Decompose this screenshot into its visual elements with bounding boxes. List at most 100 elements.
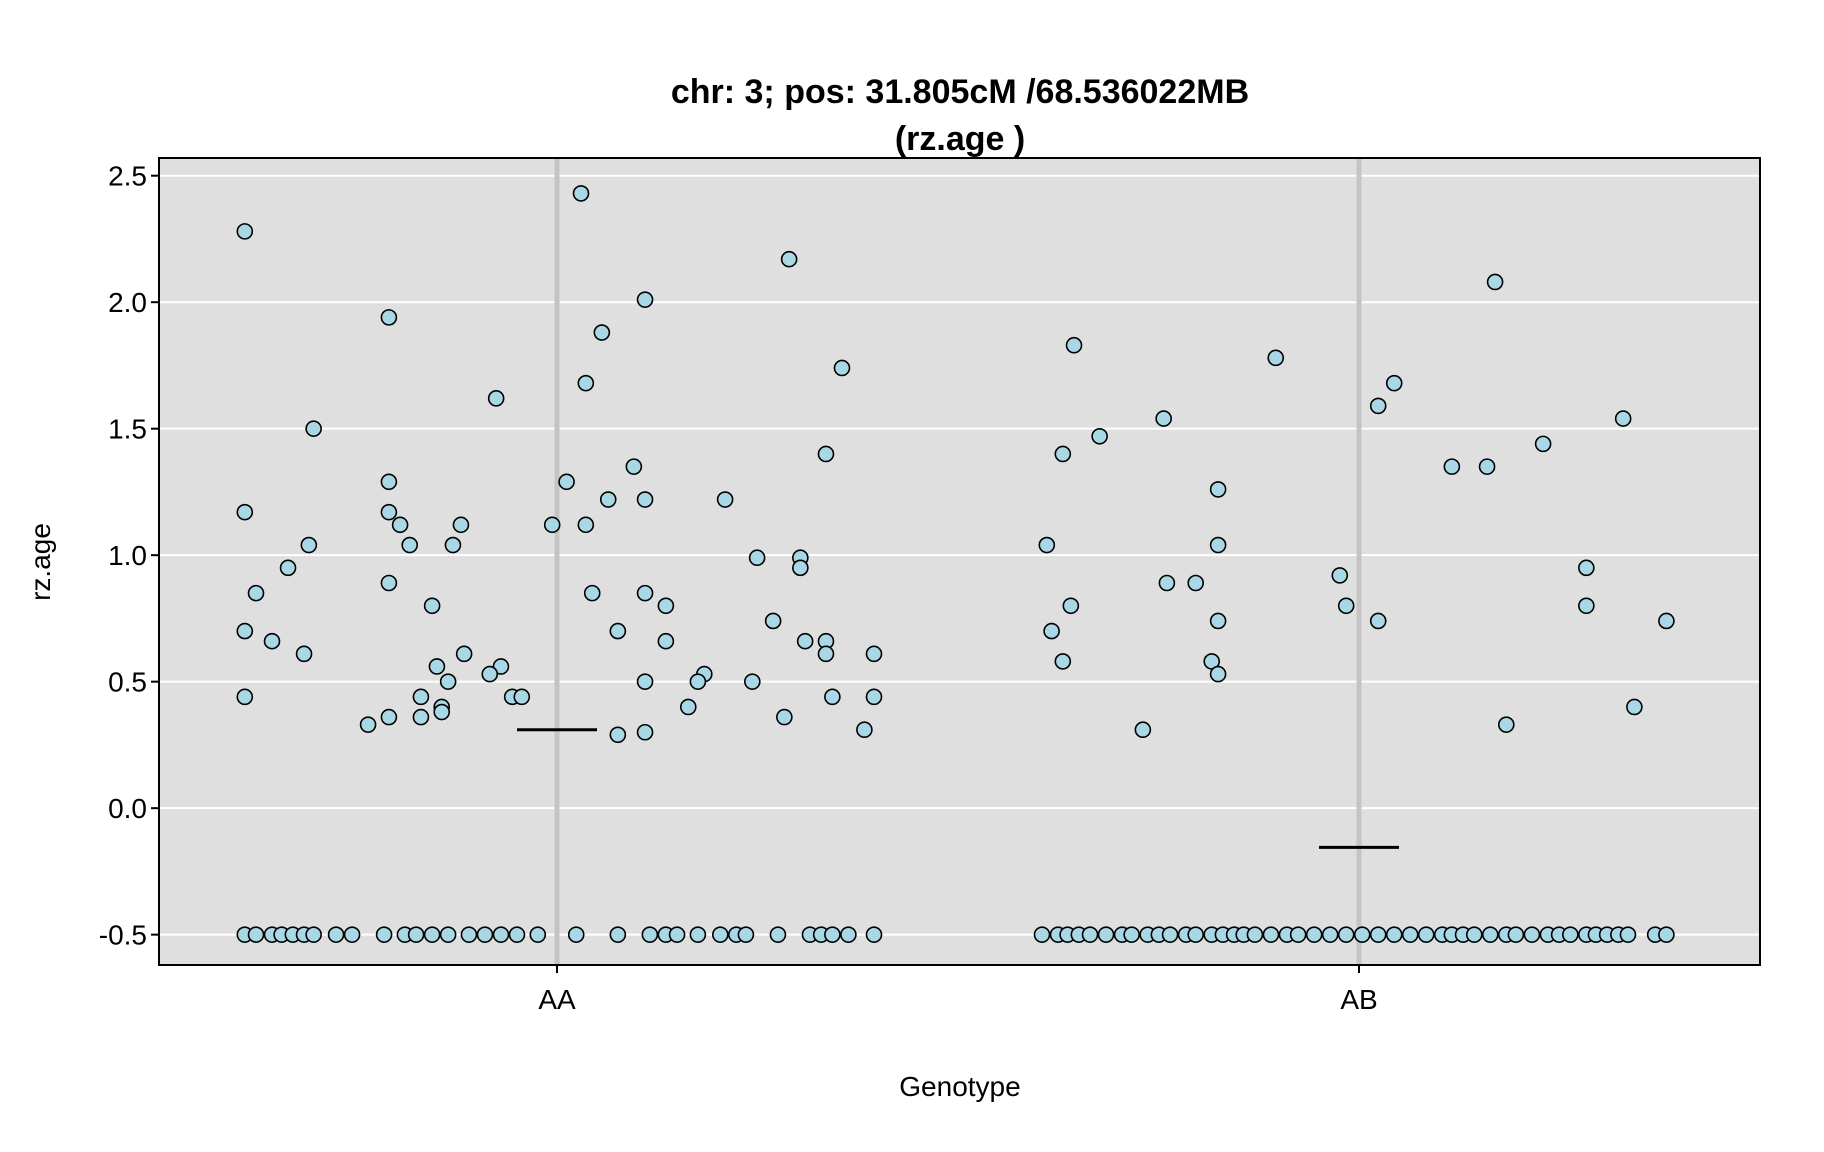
data-point [780,250,798,268]
data-point [1161,926,1179,943]
data-point [1158,574,1176,592]
data-point [1337,926,1355,943]
x-axis-label: Genotype [899,1071,1020,1102]
data-point [636,491,654,508]
y-tick-label: 2.5 [108,161,147,192]
data-point [625,458,643,475]
data-point [657,632,675,650]
data-point [423,926,441,943]
data-point [1123,926,1140,943]
data-point [476,926,494,943]
data-point [236,622,254,640]
data-point [375,926,393,943]
data-point [1353,926,1371,943]
data-point [305,926,322,943]
data-point [343,926,361,943]
data-point [1081,926,1099,943]
x-tick-label: AB [1340,984,1377,1015]
data-point [1134,721,1152,739]
data-point [769,926,787,943]
data-point [543,516,561,534]
data-point [423,597,441,615]
data-point [433,703,451,721]
data-point [236,503,254,521]
data-point [513,688,531,706]
data-point [380,708,398,726]
data-point [679,698,697,716]
data-point [577,374,595,392]
data-point [455,645,473,663]
data-point [460,926,478,943]
data-point [609,622,627,640]
data-point [776,708,793,726]
data-point [636,584,654,602]
data-point [1209,481,1227,498]
data-point [1523,926,1541,943]
data-point [380,574,398,592]
data-point [840,926,857,943]
data-point [492,658,510,675]
data-point [327,926,345,943]
data-point [401,536,419,554]
data-point [492,926,510,943]
data-point [1486,273,1504,291]
data-point [1578,597,1595,615]
data-point [412,708,430,726]
data-point [636,723,654,741]
data-point [856,721,873,739]
data-point [668,926,686,943]
data-point [1305,926,1323,943]
data-point [247,584,265,602]
data-point [1062,597,1080,615]
data-point [380,309,398,326]
data-point [1481,926,1499,943]
y-tick-label: 2.0 [108,287,147,318]
data-point [1155,410,1172,427]
data-point [689,673,707,690]
data-point [833,359,851,377]
data-point [1262,926,1280,943]
data-point [748,549,766,567]
data-point [1209,612,1227,630]
data-point [792,559,809,577]
data-point [380,503,398,521]
data-point [689,926,707,943]
data-point [567,926,585,943]
data-point [529,926,547,943]
data-point [817,645,835,663]
data-point [1369,397,1387,415]
y-tick-label: 0.5 [108,667,147,698]
data-point [1401,926,1419,943]
data-point [1369,926,1387,943]
y-axis-label: rz.age [25,523,56,601]
x-tick-label: AA [538,984,576,1015]
data-points [236,185,1675,943]
data-point [764,612,782,630]
data-point [1578,559,1595,577]
data-point [1038,536,1056,554]
data-point [1417,926,1435,943]
plot-panel [159,158,1760,965]
data-point [481,665,499,683]
data-point [583,584,601,602]
data-point [824,688,841,706]
data-point [609,726,627,744]
data-point [428,658,446,675]
data-point [1267,349,1285,367]
data-point [744,673,761,690]
data-point [1043,622,1060,640]
data-point [1658,926,1675,943]
data-point [865,645,883,663]
data-point [279,559,297,577]
data-point [657,597,675,615]
data-point [636,673,654,690]
data-point [599,491,617,508]
data-point [452,516,470,534]
data-point [391,516,409,534]
data-point [1385,926,1403,943]
data-point [1033,926,1051,943]
data-point [824,926,841,943]
x-axis-ticks: AA AB [538,965,1378,1015]
data-point [295,645,313,663]
data-point [1465,926,1483,943]
